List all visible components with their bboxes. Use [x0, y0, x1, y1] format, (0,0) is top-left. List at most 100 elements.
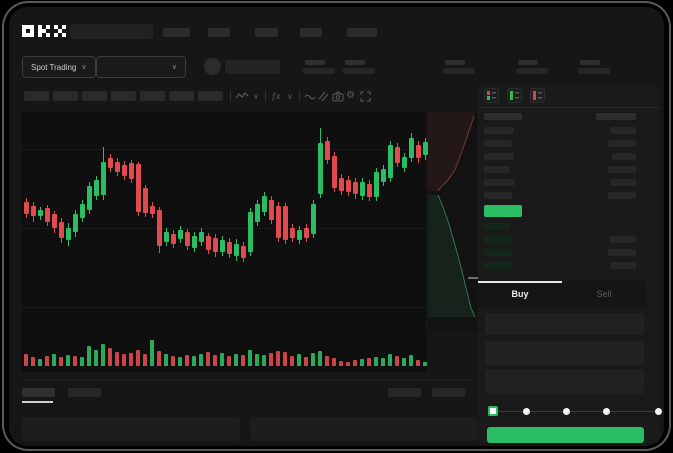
volume-bar — [59, 357, 63, 366]
chevron-down-icon[interactable]: ∨ — [253, 92, 259, 101]
ask-row-price[interactable] — [484, 192, 512, 199]
bottom-action-button[interactable] — [388, 388, 421, 397]
ask-row-amount[interactable] — [610, 179, 636, 186]
camera-icon[interactable] — [332, 91, 344, 102]
candle — [52, 214, 57, 228]
candle — [304, 228, 309, 238]
settings-gear-icon[interactable]: ⚙ — [346, 90, 355, 101]
candle — [87, 186, 92, 210]
timeframe-button[interactable] — [169, 91, 194, 101]
candle — [276, 206, 281, 238]
order-form-field[interactable] — [485, 369, 644, 394]
bottom-tab[interactable] — [22, 388, 55, 397]
candlestick-chart[interactable] — [22, 112, 428, 372]
bid-row-price[interactable] — [484, 249, 512, 256]
stat-value-placeholder — [578, 68, 610, 74]
fullscreen-icon[interactable] — [360, 91, 371, 102]
slider-stop[interactable] — [522, 408, 530, 415]
bid-row-amount[interactable] — [610, 236, 636, 243]
nav-item[interactable] — [163, 28, 190, 37]
volume-bar — [192, 356, 196, 366]
volume-bar — [332, 358, 336, 366]
bottom-action-button[interactable] — [432, 388, 465, 397]
bid-row-price[interactable] — [484, 236, 512, 243]
bid-row-price[interactable] — [484, 262, 512, 269]
candle — [227, 242, 232, 254]
ask-row-amount[interactable] — [610, 127, 636, 134]
candle — [297, 230, 302, 240]
indicator-fx-icon[interactable]: ƒx — [271, 91, 281, 101]
amount-slider-track[interactable] — [492, 411, 655, 412]
volume-bar — [395, 356, 399, 366]
nav-item[interactable] — [300, 28, 322, 37]
timeframe-button[interactable] — [24, 91, 49, 101]
search-input[interactable] — [70, 24, 153, 39]
candle — [346, 180, 351, 192]
nav-item[interactable] — [347, 28, 377, 37]
line-chart-icon[interactable] — [304, 93, 316, 100]
nav-item[interactable] — [208, 28, 230, 37]
candle — [339, 178, 344, 191]
ask-row-price[interactable] — [484, 127, 514, 134]
app-window: Spot Trading ∨ ∨ ∨ ƒx ∨ ⚙ — [9, 7, 664, 446]
okx-logo[interactable] — [22, 24, 66, 38]
volume-bar — [24, 354, 28, 366]
buy-submit-button[interactable] — [487, 427, 644, 443]
market-type-selector[interactable]: Spot Trading ∨ — [22, 56, 96, 78]
candle — [164, 232, 169, 242]
candle — [24, 202, 29, 214]
candle — [38, 210, 43, 216]
parallel-lines-icon[interactable] — [318, 91, 329, 102]
volume-bar — [304, 357, 308, 366]
book-both-icon[interactable] — [484, 88, 499, 103]
candles-style-icon[interactable] — [235, 91, 249, 102]
ask-row-price[interactable] — [484, 153, 514, 160]
book-asks-icon[interactable] — [530, 88, 545, 103]
candle — [73, 214, 78, 232]
slider-stop[interactable] — [562, 408, 570, 415]
chevron-down-icon[interactable]: ∨ — [287, 92, 293, 101]
volume-bar — [80, 357, 84, 366]
nav-item[interactable] — [255, 28, 278, 37]
pair-selector[interactable]: ∨ — [96, 56, 186, 78]
stat-value-placeholder — [443, 68, 475, 74]
tab-buy[interactable]: Buy — [511, 289, 529, 299]
slider-stop[interactable] — [654, 408, 662, 415]
order-form-field[interactable] — [485, 341, 644, 365]
book-bids-icon[interactable] — [507, 88, 522, 103]
last-price-highlight[interactable] — [484, 205, 522, 217]
candle — [199, 232, 204, 242]
coin-avatar[interactable] — [204, 58, 221, 75]
volume-bar — [150, 340, 154, 366]
candle — [360, 182, 365, 196]
volume-bar — [199, 354, 203, 366]
bid-row-amount[interactable] — [608, 249, 636, 256]
slider-stop[interactable] — [602, 408, 610, 415]
ask-row-price[interactable] — [484, 166, 510, 173]
ask-row-price[interactable] — [484, 179, 514, 186]
tab-sell[interactable]: Sell — [596, 289, 612, 299]
ask-row-amount[interactable] — [608, 192, 636, 199]
timeframe-button[interactable] — [140, 91, 165, 101]
candle — [150, 206, 155, 214]
timeframe-toolbar — [24, 91, 223, 101]
candle — [311, 204, 316, 234]
order-form-field[interactable] — [485, 313, 644, 335]
slider-handle[interactable] — [488, 406, 498, 416]
candle — [66, 228, 71, 240]
ask-row-amount[interactable] — [608, 166, 636, 173]
ask-row-price[interactable] — [484, 140, 512, 147]
volume-bar — [346, 362, 350, 366]
timeframe-button[interactable] — [198, 91, 223, 101]
bid-row-price[interactable] — [484, 223, 510, 230]
ask-row-amount[interactable] — [608, 140, 636, 147]
ask-row-amount[interactable] — [612, 153, 636, 160]
timeframe-button[interactable] — [82, 91, 107, 101]
timeframe-button[interactable] — [53, 91, 78, 101]
timeframe-button[interactable] — [111, 91, 136, 101]
volume-bar — [115, 352, 119, 366]
candle — [332, 156, 337, 188]
candle — [409, 138, 414, 158]
bid-row-amount[interactable] — [610, 262, 636, 269]
bottom-tab[interactable] — [68, 388, 101, 397]
